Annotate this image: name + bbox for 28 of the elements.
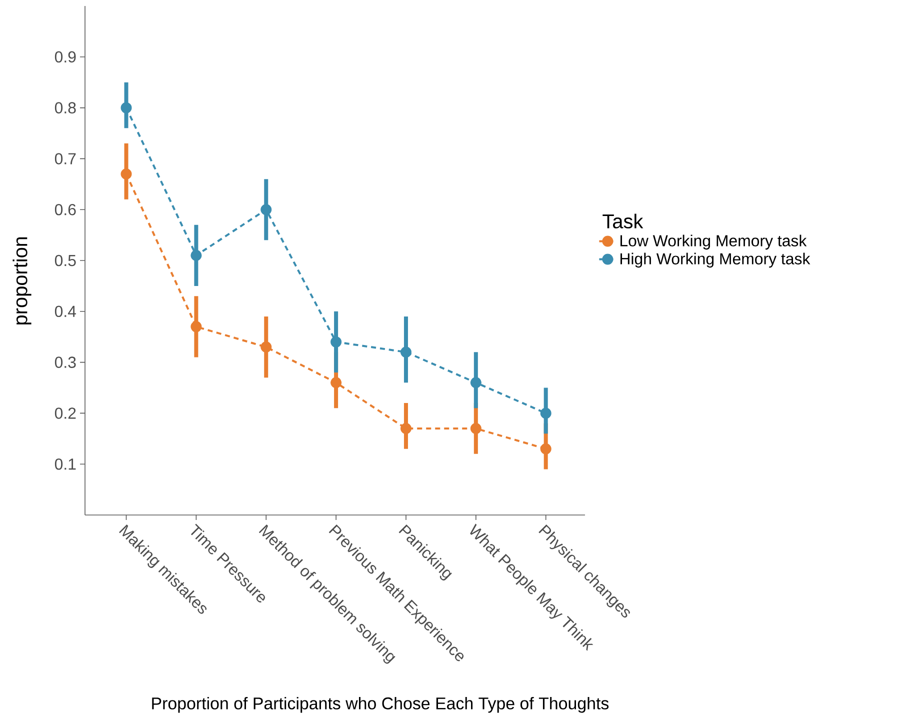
point [120,102,132,114]
y-tick-label: 0.3 [54,356,76,368]
point [400,346,412,358]
y-tick-label: 0.2 [54,408,76,419]
point [400,422,412,434]
y-tick-label: 0.5 [54,254,76,266]
point [190,321,202,332]
legend-title: Task [602,214,644,228]
point [120,168,132,180]
y-tick-label: 0.8 [54,102,76,114]
y-axis-title: proportion [12,237,32,324]
point [330,377,342,388]
legend-label: Low Working Memory task [620,234,807,250]
point [540,408,552,419]
legend-label: High Working Memory task [620,252,810,268]
y-tick-label: 0.1 [54,458,76,470]
point [540,443,552,454]
point [260,204,272,216]
y-tick-label: 0.6 [54,204,76,216]
point [260,342,272,353]
point [470,377,482,388]
y-tick-label: 0.9 [54,51,76,63]
point [190,250,202,261]
point [330,336,342,348]
x-axis-title: Proportion of Participants who Chose Each Type of Thoughts [152,696,609,713]
y-tick-label: 0.4 [54,306,76,318]
y-tick-label: 0.7 [54,153,76,164]
point [470,422,482,434]
